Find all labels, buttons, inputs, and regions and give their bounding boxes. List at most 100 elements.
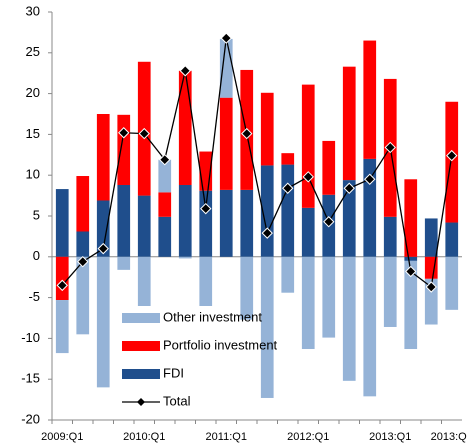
total-marker <box>97 242 109 255</box>
total-marker <box>261 227 273 239</box>
bar-segment <box>404 260 418 350</box>
total-marker <box>118 127 130 139</box>
bar-segment <box>383 216 397 257</box>
y-tick-label: 20 <box>26 85 40 100</box>
bar-segment <box>117 256 131 270</box>
total-marker <box>159 153 171 166</box>
total-marker <box>138 127 150 140</box>
bar-segment <box>342 256 356 381</box>
x-tick-label: 2012:Q1 <box>287 431 329 443</box>
bar-segment <box>219 38 233 98</box>
x-tick-label: 2011:Q1 <box>206 431 247 443</box>
legend-label: Other investment <box>163 309 262 324</box>
x-tick-label: 2009:Q1 <box>41 431 83 443</box>
y-tick-label: 15 <box>26 126 40 141</box>
bar-segment <box>301 207 315 257</box>
y-tick-label: 5 <box>33 207 40 222</box>
bar-segment <box>240 189 254 257</box>
total-marker <box>384 141 396 154</box>
bar-segment <box>383 256 397 327</box>
y-tick-label: -10 <box>21 330 40 345</box>
bar-segment <box>281 164 295 257</box>
bar-segment <box>445 101 459 223</box>
bar-segment <box>96 256 110 388</box>
y-tick-label: -15 <box>21 371 40 386</box>
y-tick-label: 30 <box>26 3 40 18</box>
bar-segment <box>424 218 438 257</box>
bar-segment <box>342 66 356 181</box>
bar-segment <box>178 256 192 259</box>
bar-segment <box>199 256 213 314</box>
bar-segment <box>445 256 459 310</box>
bar-segment <box>178 184 192 257</box>
bar-segment <box>158 192 172 217</box>
bar-segment <box>117 114 131 185</box>
bar-segment <box>404 179 418 257</box>
total-marker <box>200 202 212 215</box>
total-marker <box>364 173 376 185</box>
total-marker <box>323 216 335 228</box>
bar-segment <box>445 222 459 257</box>
x-tick-label: 2013:Q4 <box>431 431 467 443</box>
y-tick-label: -20 <box>21 411 40 426</box>
bar-segment <box>55 189 69 257</box>
legend-swatch <box>122 369 160 379</box>
bar-segment <box>76 176 90 232</box>
bar-segment <box>158 216 172 257</box>
bar-segment <box>322 256 336 338</box>
total-marker <box>56 279 68 292</box>
bar-segment <box>260 92 274 166</box>
total-marker <box>241 127 253 140</box>
legend-swatch <box>122 341 160 351</box>
bar-segment <box>404 256 418 261</box>
bar-segment <box>219 97 233 190</box>
x-tick-label: 2013:Q1 <box>369 431 411 443</box>
bar-segment <box>301 84 315 208</box>
legend-swatch <box>122 313 160 323</box>
total-marker <box>405 265 417 278</box>
y-tick-label: 10 <box>26 167 40 182</box>
y-tick-label: 25 <box>26 44 40 59</box>
bar-segment <box>342 180 356 257</box>
bar-segment <box>137 195 151 257</box>
bar-segment <box>424 278 438 325</box>
bar-segment <box>363 40 377 159</box>
bar-segment <box>158 159 172 193</box>
bar-segment <box>240 256 254 320</box>
bar-segment <box>76 231 90 257</box>
total-marker <box>343 182 355 194</box>
total-marker <box>282 182 294 194</box>
total-marker <box>179 65 191 77</box>
total-marker <box>302 171 314 183</box>
bar-segment <box>199 190 213 257</box>
total-marker <box>220 32 232 44</box>
legend-label: Total <box>163 393 191 408</box>
bar-segment <box>424 256 438 279</box>
bar-segment <box>363 158 377 257</box>
legend: Other investment Portfolio investment FDI T… <box>118 306 278 414</box>
total-marker <box>77 255 89 268</box>
legend-label: Portfolio investment <box>163 337 278 352</box>
bar-segment <box>363 256 377 397</box>
bar-segment <box>219 189 233 257</box>
bar-segment <box>301 256 315 350</box>
bar-segment <box>178 70 192 185</box>
legend-box <box>118 306 240 414</box>
bar-segment <box>96 200 110 257</box>
bar-segment <box>117 184 131 257</box>
bar-segment <box>281 153 295 165</box>
bar-segment <box>76 256 90 335</box>
y-tick-label: -5 <box>28 289 40 304</box>
total-marker <box>425 281 437 293</box>
bar-segment <box>322 140 336 195</box>
bar-segment <box>96 114 110 201</box>
y-tick-label: 0 <box>33 248 40 263</box>
x-tick-label: 2010:Q1 <box>123 431 165 443</box>
total-marker <box>446 149 458 162</box>
bar-segment <box>281 256 295 293</box>
bar-segment <box>55 256 69 301</box>
legend-label: FDI <box>163 365 184 380</box>
bar-segment <box>55 300 69 354</box>
legend-marker <box>137 398 145 406</box>
